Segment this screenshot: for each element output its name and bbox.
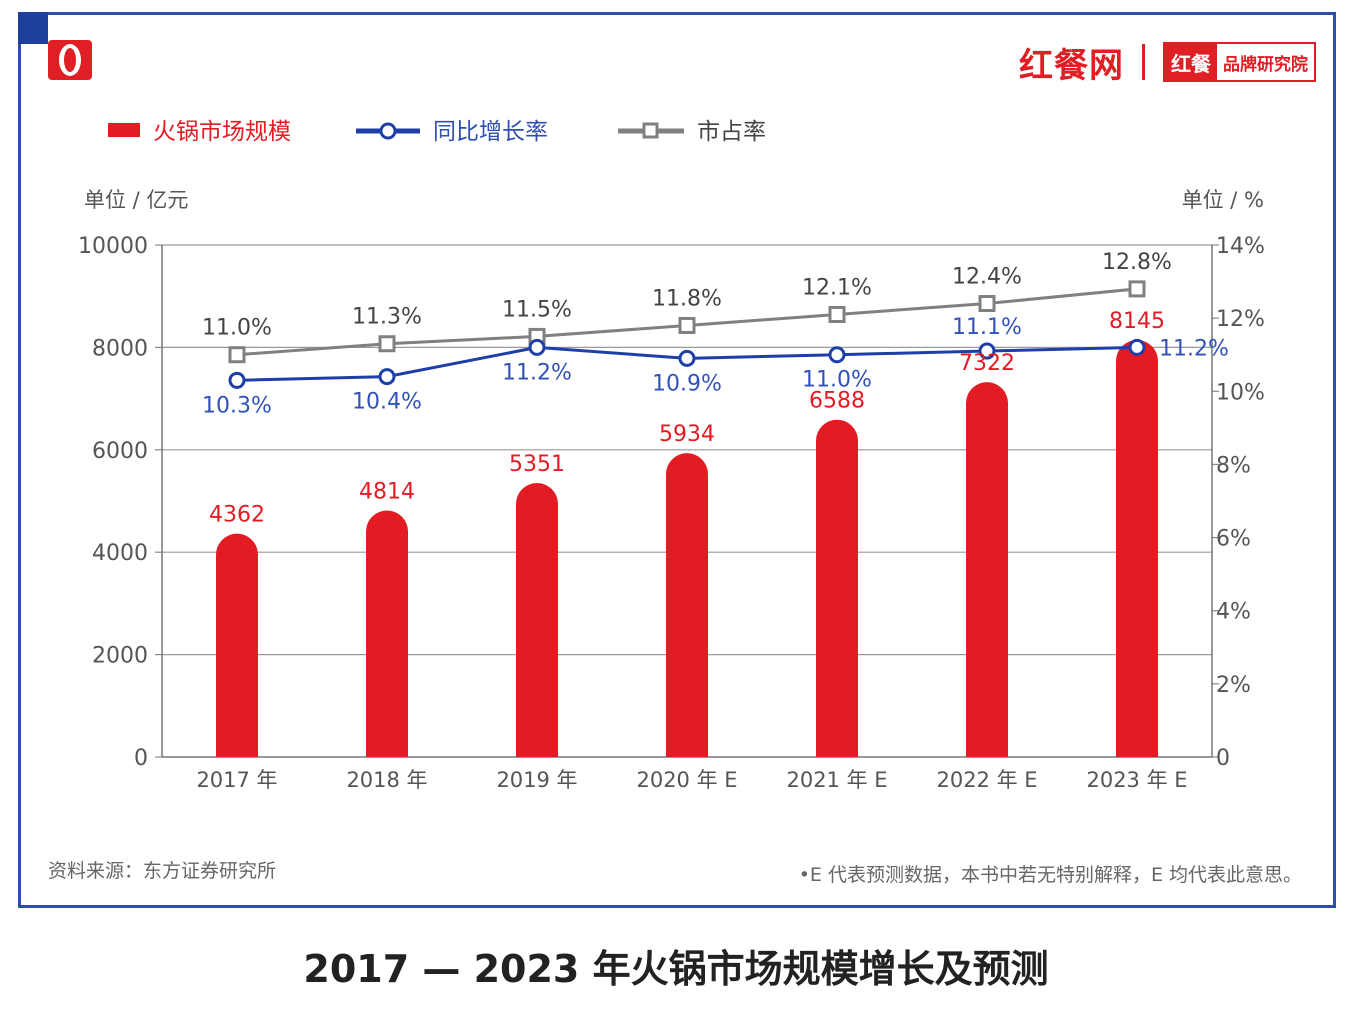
left-tick-label: 8000 (92, 336, 148, 361)
bar-value-label: 5351 (509, 452, 565, 477)
source-note: 资料来源：东方证券研究所 (48, 860, 277, 882)
growth-label: 11.1% (952, 315, 1022, 340)
right-tick-label: 6% (1216, 527, 1251, 552)
bar-value-label: 6588 (809, 389, 865, 414)
growth-point (678, 349, 696, 367)
share-label: 11.0% (202, 316, 272, 341)
right-tick-label: 2% (1216, 673, 1251, 698)
brand-badge-right: 品牌研究院 (1223, 54, 1308, 75)
legend-bar-swatch (108, 123, 140, 137)
legend: 火锅市场规模 同比增长率 市占率 (108, 119, 766, 145)
legend-growth-label: 同比增长率 (433, 119, 548, 145)
logo-icon (48, 40, 92, 80)
bar-value-label: 5934 (659, 422, 715, 447)
legend-bar-label: 火锅市场规模 (153, 119, 291, 145)
right-tick-label: 14% (1216, 234, 1265, 259)
axes: 0 2000 4000 6000 8000 10000 0 2% 4% 6% 8% 10% 12% 14%… (78, 234, 1265, 792)
bar-value-label: 8145 (1109, 309, 1165, 334)
figure-caption: 2017 — 2023 年火锅市场规模增长及预测 (303, 947, 1049, 991)
x-tick-label: 2017 年 (196, 768, 277, 792)
x-tick-label: 2020 年 E (636, 768, 737, 792)
growth-label: 10.9% (652, 371, 722, 396)
share-point (678, 316, 696, 334)
bar (816, 419, 858, 757)
bar (966, 382, 1008, 757)
share-label: 11.8% (652, 286, 722, 311)
right-tick-label: 8% (1216, 453, 1251, 478)
right-tick-label: 0 (1216, 746, 1230, 771)
line-series (228, 280, 1146, 389)
left-tick-label: 0 (134, 746, 148, 771)
bar (666, 453, 708, 757)
bar-value-label: 7322 (959, 351, 1015, 376)
x-tick-label: 2019 年 (496, 768, 577, 792)
brand-badge-left: 红餐 (1165, 44, 1217, 80)
growth-point (378, 368, 396, 386)
right-axis-unit: 单位 / % (1182, 188, 1264, 212)
left-axis-unit: 单位 / 亿元 (84, 188, 188, 212)
legend-share-marker (642, 122, 659, 139)
x-tick-label: 2021 年 E (786, 768, 887, 792)
data-labels: 4362 4814 5351 5934 6588 7322 8145 11.0% 11.3% 11… (202, 250, 1229, 528)
growth-label: 11.2% (1159, 336, 1229, 361)
share-label: 12.8% (1102, 250, 1172, 275)
share-point (828, 305, 846, 323)
footnote: •E 代表预测数据，本书中若无特别解释，E 均代表此意思。 (798, 864, 1302, 886)
growth-point (1128, 338, 1146, 356)
right-tick-label: 12% (1216, 307, 1265, 332)
brand-name: 红餐网 (1019, 45, 1124, 86)
x-tick-label: 2018 年 (346, 768, 427, 792)
right-tick-label: 10% (1216, 380, 1265, 405)
share-point (1128, 280, 1146, 298)
share-point (378, 335, 396, 353)
bar (366, 510, 408, 757)
bar-value-label: 4362 (209, 503, 265, 528)
share-label: 12.1% (802, 275, 872, 300)
bar (216, 533, 258, 757)
x-tick-label: 2022 年 E (936, 768, 1037, 792)
growth-label: 10.4% (352, 390, 422, 415)
share-label: 11.3% (352, 305, 422, 330)
left-tick-label: 6000 (92, 439, 148, 464)
bar (1116, 339, 1158, 757)
share-label: 11.5% (502, 297, 572, 322)
bar-series (216, 339, 1158, 757)
growth-label: 10.3% (202, 393, 272, 418)
bar-value-label: 4814 (359, 480, 415, 505)
x-tick-label: 2023 年 E (1086, 768, 1187, 792)
brand-separator (1142, 44, 1145, 80)
growth-point (228, 371, 246, 389)
brand-badge: 红餐 品牌研究院 (1163, 42, 1316, 82)
bar (516, 483, 558, 757)
right-tick-label: 4% (1216, 600, 1251, 625)
brand-logo: 红餐网 红餐 品牌研究院 (1019, 40, 1316, 86)
left-tick-label: 4000 (92, 541, 148, 566)
growth-label: 11.2% (502, 360, 572, 385)
growth-point (828, 346, 846, 364)
growth-point (528, 338, 546, 356)
share-point (978, 295, 996, 313)
left-tick-label: 10000 (78, 234, 148, 259)
share-label: 12.4% (952, 265, 1022, 290)
share-point (228, 346, 246, 364)
corner-accent (18, 12, 48, 44)
growth-point (978, 342, 996, 360)
growth-label: 11.0% (802, 368, 872, 393)
legend-growth-marker (379, 122, 397, 140)
left-tick-label: 2000 (92, 644, 148, 669)
legend-share-label: 市占率 (697, 119, 766, 145)
